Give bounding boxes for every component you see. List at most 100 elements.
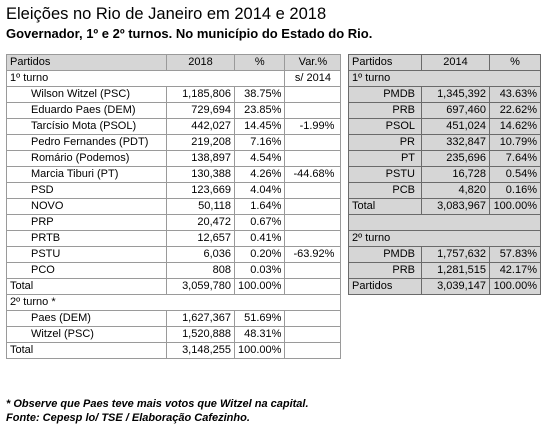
empty-cell	[284, 278, 342, 295]
candidate-name: Pedro Fernandes (PDT)	[6, 134, 167, 151]
total-row: Partidos 3,039,147 100.00%	[348, 278, 541, 295]
table-row: PR 332,847 10.79%	[348, 134, 541, 151]
pct-value: 23.85%	[233, 102, 286, 119]
votes-value: 1,627,367	[166, 310, 235, 327]
var-value	[284, 86, 342, 103]
var-value	[284, 150, 342, 167]
table-row: Romário (Podemos) 138,897 4.54%	[6, 150, 342, 167]
header-row: Partidos 2018% Var.%	[6, 54, 342, 71]
votes-value: 697,460	[421, 102, 490, 119]
total-row: Total 3,148,255 100.00%	[6, 342, 342, 359]
var-value	[284, 214, 342, 231]
votes-value: 1,757,632	[421, 246, 490, 263]
candidate-name: Romário (Podemos)	[6, 150, 167, 167]
pct-value: 1.64%	[233, 198, 286, 215]
section-label-first-round: 1º turno	[5, 70, 286, 87]
votes-value: 1,520,888	[166, 326, 235, 343]
total-row: Total 3,083,967 100.00%	[348, 198, 541, 215]
total-label: Total	[348, 198, 422, 215]
table-row: PSOL 451,024 14.62%	[348, 118, 541, 135]
table-row: PSTU 6,036 0.20% -63.92%	[6, 246, 342, 263]
col-header-var-sub: s/ 2014	[284, 70, 342, 87]
candidate-name: NOVO	[6, 198, 167, 215]
votes-value: 332,847	[421, 134, 490, 151]
votes-value: 442,027	[166, 118, 235, 135]
table-row: PSTU 16,728 0.54%	[348, 166, 541, 183]
empty-cell	[284, 342, 342, 359]
party-name: PRB	[348, 102, 422, 119]
votes-value: 138,897	[166, 150, 235, 167]
party-name: PSTU	[348, 166, 422, 183]
col-header-partidos: Partidos	[6, 54, 167, 71]
section-label-second-round: 2º turno	[348, 230, 541, 247]
section-row: 1º turno	[348, 70, 541, 87]
total-pct: 100.00%	[233, 342, 286, 359]
votes-value: 4,820	[421, 182, 490, 199]
col-header-year: 2018	[166, 54, 235, 71]
table-row: PT 235,696 7.64%	[348, 150, 541, 167]
total-votes: 3,059,780	[166, 278, 235, 295]
empty-cell	[284, 310, 342, 327]
var-value: -1.99%	[284, 118, 342, 135]
candidate-name: Wilson Witzel (PSC)	[6, 86, 167, 103]
table-row: PCB 4,820 0.16%	[348, 182, 541, 199]
pct-value: 4.54%	[233, 150, 286, 167]
total-row: Total 3,059,780 100.00%	[6, 278, 342, 295]
pct-value: 4.26%	[233, 166, 286, 183]
pct-value: 57.83%	[489, 246, 541, 263]
pct-value: 4.04%	[233, 182, 286, 199]
party-name: PMDB	[348, 86, 422, 103]
section-row: 2º turno *	[5, 294, 342, 311]
table-row: Tarcísio Mota (PSOL) 442,027 14.45% -1.99%	[6, 118, 342, 135]
col-header-pct: %	[233, 54, 286, 71]
table-row: Pedro Fernandes (PDT) 219,208 7.16%	[6, 134, 342, 151]
table-row: PMDB 1,345,392 43.63%	[348, 86, 541, 103]
var-value	[284, 262, 342, 279]
col-header-partidos: Partidos	[348, 54, 422, 71]
votes-value: 123,669	[166, 182, 235, 199]
table-row: Wilson Witzel (PSC) 1,185,806 38.75%	[6, 86, 342, 103]
votes-value: 16,728	[421, 166, 490, 183]
section-label-first-round: 1º turno	[348, 70, 541, 87]
var-value	[284, 134, 342, 151]
candidate-name: Marcia Tiburi (PT)	[6, 166, 167, 183]
spacer-cell	[348, 214, 541, 231]
header-row: Partidos 2014%	[348, 54, 541, 71]
votes-value: 729,694	[166, 102, 235, 119]
party-name: PRB	[348, 262, 422, 279]
pct-value: 38.75%	[233, 86, 286, 103]
table-row: PRP 20,472 0.67%	[6, 214, 342, 231]
candidate-name: PSTU	[6, 246, 167, 263]
votes-value: 130,388	[166, 166, 235, 183]
table-row: PRB 697,460 22.62%	[348, 102, 541, 119]
pct-value: 7.64%	[489, 150, 541, 167]
votes-value: 1,281,515	[421, 262, 490, 279]
observation-note: * Observe que Paes teve mais votos que W…	[6, 398, 309, 410]
votes-value: 1,185,806	[166, 86, 235, 103]
var-value: -44.68%	[284, 166, 342, 183]
party-name: PCB	[348, 182, 422, 199]
total-votes: 3,039,147	[421, 278, 490, 295]
empty-cell	[284, 326, 342, 343]
pct-value: 0.54%	[489, 166, 541, 183]
pct-value: 42.17%	[489, 262, 541, 279]
total-pct: 100.00%	[233, 278, 286, 295]
pct-value: 7.16%	[233, 134, 286, 151]
pct-value: 43.63%	[489, 86, 541, 103]
candidate-name: Eduardo Paes (DEM)	[6, 102, 167, 119]
section-row: 1º turno s/ 2014	[5, 70, 342, 87]
total-votes: 3,083,967	[421, 198, 490, 215]
col-header-var: Var.%	[284, 54, 342, 71]
candidate-name: PRP	[6, 214, 167, 231]
table-row: PSD 123,669 4.04%	[6, 182, 342, 199]
pct-value: 0.67%	[233, 214, 286, 231]
table-row: PCO 808 0.03%	[6, 262, 342, 279]
table-row: Eduardo Paes (DEM) 729,694 23.85%	[6, 102, 342, 119]
party-name: PMDB	[348, 246, 422, 263]
votes-value: 808	[166, 262, 235, 279]
table-row: PMDB 1,757,632 57.83%	[348, 246, 541, 263]
pct-value: 0.41%	[233, 230, 286, 247]
table-row: PRB 1,281,515 42.17%	[348, 262, 541, 279]
page-title: Eleições no Rio de Janeiro em 2014 e 201…	[6, 5, 327, 23]
total-label: Total	[6, 342, 167, 359]
